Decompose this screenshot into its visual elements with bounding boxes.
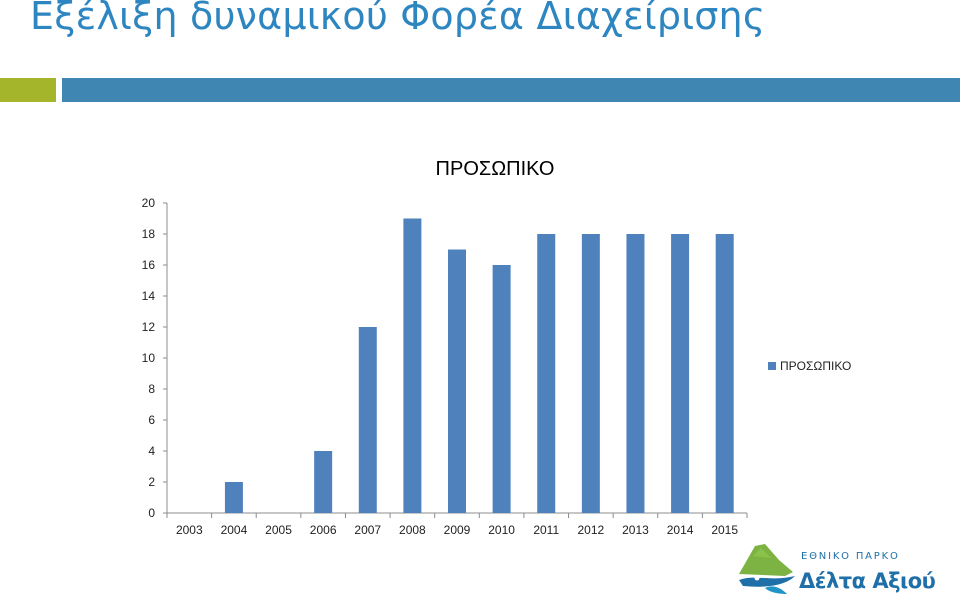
y-tick-label: 18 <box>142 227 156 241</box>
bar <box>581 234 600 513</box>
x-tick-label: 2006 <box>310 523 337 537</box>
bar <box>314 451 333 513</box>
chart-title: ΠΡΟΣΩΠΙΚΟ <box>435 158 555 180</box>
y-tick-label: 8 <box>148 382 155 396</box>
x-tick-label: 2009 <box>444 523 471 537</box>
y-tick-label: 4 <box>148 444 155 458</box>
legend-swatch <box>768 362 776 370</box>
logo-emblem-icon <box>739 544 795 594</box>
y-tick-label: 12 <box>142 320 156 334</box>
bar <box>448 249 466 513</box>
bar <box>715 234 734 513</box>
header-band-green <box>0 78 56 102</box>
y-tick-label: 10 <box>142 351 156 365</box>
y-tick-label: 6 <box>148 413 155 427</box>
logo-text-bottom: Δέλτα Αξιού <box>799 569 936 593</box>
bar <box>537 234 556 513</box>
x-tick-label: 2005 <box>265 523 292 537</box>
bar <box>358 327 377 513</box>
y-tick-label: 2 <box>148 475 155 489</box>
x-tick-label: 2008 <box>399 523 426 537</box>
x-tick-label: 2010 <box>488 523 515 537</box>
bar <box>492 265 511 513</box>
x-tick-label: 2007 <box>354 523 381 537</box>
x-tick-label: 2004 <box>221 523 248 537</box>
legend-label: ΠΡΟΣΩΠΙΚΟ <box>780 359 852 373</box>
slide-title: Εξέλιξη δυναμικού Φορέα Διαχείρισης <box>30 0 766 38</box>
bar <box>224 482 243 513</box>
y-tick-label: 0 <box>148 506 155 520</box>
bar <box>626 234 645 513</box>
x-tick-label: 2012 <box>577 523 604 537</box>
x-tick-label: 2014 <box>667 523 694 537</box>
x-tick-label: 2015 <box>711 523 738 537</box>
header-band-blue <box>62 78 960 102</box>
y-tick-label: 16 <box>142 258 156 272</box>
y-tick-label: 14 <box>142 289 156 303</box>
bar <box>403 218 422 513</box>
bar <box>671 234 690 513</box>
x-tick-label: 2013 <box>622 523 649 537</box>
y-tick-label: 20 <box>142 196 156 210</box>
x-tick-label: 2011 <box>533 523 559 537</box>
delta-axiou-logo: ΕΘΝΙΚΟ ΠΑΡΚΟ Δέλτα Αξιού <box>735 538 936 596</box>
x-tick-label: 2003 <box>176 523 203 537</box>
logo-text-top: ΕΘΝΙΚΟ ΠΑΡΚΟ <box>801 551 900 562</box>
chart-legend: ΠΡΟΣΩΠΙΚΟ <box>768 359 851 373</box>
